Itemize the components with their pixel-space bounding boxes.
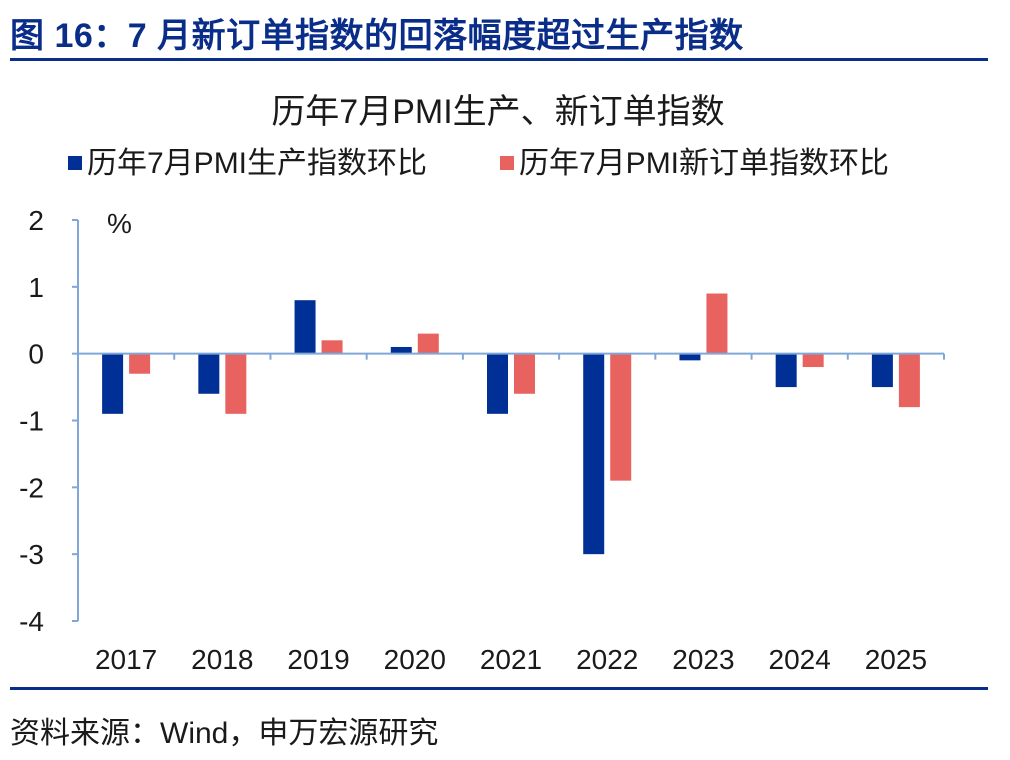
y-tick-label: -2: [19, 472, 44, 503]
x-tick-label: 2022: [576, 644, 638, 675]
bar-new-orders-2021: [514, 353, 535, 394]
bar-new-orders-2025: [898, 353, 920, 408]
bar-chart: 历年7月PMI生产、新订单指数 历年7月PMI生产指数环比 历年7月PMI新订单…: [19, 93, 945, 675]
bar-production-2018: [198, 353, 220, 394]
y-unit-label: %: [107, 208, 132, 239]
y-tick-label: -1: [19, 406, 44, 437]
bar-production-2020: [390, 346, 412, 354]
plot-area: 2 1 0 -1 -2 -3 -4 2017 2018 2019 2020 2021 2022 2023 2…: [19, 205, 945, 675]
legend-swatch-new-orders: [500, 156, 514, 170]
bar-new-orders-2019: [321, 340, 343, 354]
legend-label-new-orders: 历年7月PMI新订单指数环比: [519, 147, 889, 180]
bar-new-orders-2017: [129, 353, 151, 374]
figure-title: 图 16：7 月新订单指数的回落幅度超过生产指数: [10, 17, 744, 55]
bar-production-2025: [871, 353, 893, 388]
bar-production-2019: [294, 300, 316, 354]
bar-new-orders-2020: [417, 333, 439, 354]
bar-new-orders-2023: [706, 293, 728, 354]
bar-production-2022: [583, 353, 605, 555]
bar-production-2017: [102, 353, 124, 414]
x-tick-label: 2024: [769, 644, 831, 675]
bottom-rule: [10, 687, 988, 690]
bar-production-2023: [679, 353, 701, 361]
y-tick-label: 2: [28, 205, 44, 236]
bar-new-orders-2024: [802, 353, 824, 368]
legend-label-production: 历年7月PMI生产指数环比: [87, 147, 427, 180]
x-tick-label: 2018: [191, 644, 253, 675]
x-tick-label: 2020: [384, 644, 446, 675]
y-tick-label: -3: [19, 539, 44, 570]
x-tick-label: 2017: [95, 644, 157, 675]
bar-new-orders-2022: [610, 353, 632, 481]
x-tick-label: 2019: [287, 644, 349, 675]
bar-new-orders-2018: [225, 353, 247, 414]
y-tick-label: 0: [28, 339, 44, 370]
legend-swatch-production: [68, 156, 82, 170]
bar-production-2021: [487, 353, 508, 414]
y-tick-label: 1: [28, 272, 44, 303]
x-tick-label: 2021: [480, 644, 542, 675]
x-tick-label: 2023: [672, 644, 734, 675]
x-tick-label: 2025: [865, 644, 927, 675]
source-note: 资料来源：Wind，申万宏源研究: [10, 717, 439, 750]
bar-production-2024: [775, 353, 797, 388]
legend: 历年7月PMI生产指数环比 历年7月PMI新订单指数环比: [68, 147, 889, 180]
top-rule: [10, 58, 988, 61]
chart-title: 历年7月PMI生产、新订单指数: [271, 93, 724, 131]
y-tick-label: -4: [19, 606, 44, 637]
